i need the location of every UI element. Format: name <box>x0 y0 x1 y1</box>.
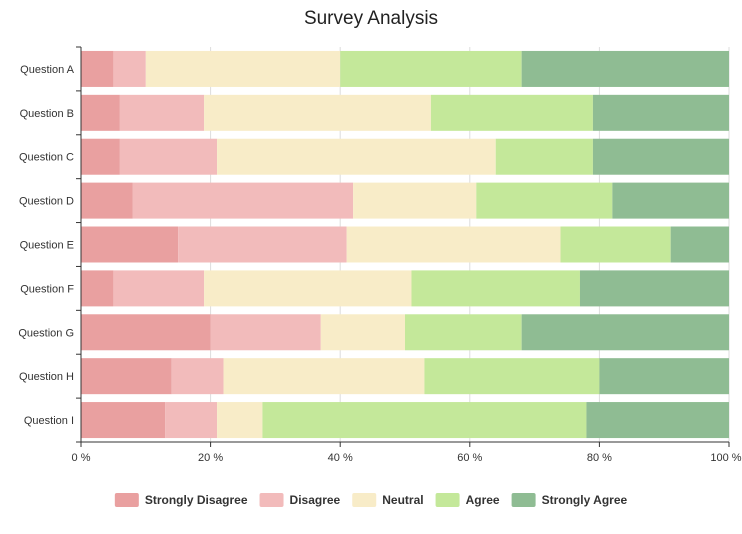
bar-3-5[interactable] <box>592 138 729 175</box>
bar-2-1[interactable] <box>81 94 120 131</box>
x-tick-label: 40 % <box>328 452 353 464</box>
category-label: Question A <box>20 64 74 76</box>
bar-7-5[interactable] <box>521 314 729 351</box>
bar-6-2[interactable] <box>113 270 205 307</box>
legend-label: Strongly Agree <box>542 493 628 507</box>
bar-8-5[interactable] <box>599 358 729 395</box>
bar-6-5[interactable] <box>579 270 729 307</box>
bar-6-1[interactable] <box>81 270 114 307</box>
legend-item-1[interactable]: Strongly Disagree <box>114 493 248 507</box>
bar-2-3[interactable] <box>204 94 431 131</box>
bar-4-4[interactable] <box>476 182 613 219</box>
x-tick-label: 80 % <box>587 452 612 464</box>
bar-5-1[interactable] <box>81 226 179 263</box>
bar-2-4[interactable] <box>430 94 593 131</box>
bar-5-3[interactable] <box>346 226 561 263</box>
bar-9-2[interactable] <box>165 402 218 439</box>
bar-3-1[interactable] <box>81 138 120 175</box>
bar-4-5[interactable] <box>612 182 729 219</box>
bar-3-3[interactable] <box>217 138 496 175</box>
chart-title: Survey Analysis <box>303 8 439 29</box>
bar-1-1[interactable] <box>81 50 114 87</box>
bars-layer <box>81 50 729 439</box>
legend-item-2[interactable]: Disagree <box>259 493 341 507</box>
legend-layer: Strongly Disagree Disagree Neutral Agree Str… <box>114 493 628 507</box>
bar-1-2[interactable] <box>113 50 146 87</box>
bar-9-5[interactable] <box>586 402 729 439</box>
bar-3-2[interactable] <box>119 138 218 175</box>
bar-4-3[interactable] <box>353 182 477 219</box>
bar-7-4[interactable] <box>405 314 522 351</box>
legend-item-5[interactable]: Strongly Agree <box>511 493 628 507</box>
bar-2-2[interactable] <box>119 94 205 131</box>
x-tick-label: 100 % <box>710 452 741 464</box>
bar-1-4[interactable] <box>340 50 522 87</box>
legend-item-4[interactable]: Agree <box>435 493 500 507</box>
category-label: Question B <box>20 108 74 120</box>
bar-1-5[interactable] <box>521 50 729 87</box>
bar-8-3[interactable] <box>223 358 425 395</box>
legend-label: Disagree <box>290 493 341 507</box>
legend-swatch <box>352 493 377 507</box>
category-label: Question E <box>20 240 74 252</box>
legend-swatch <box>114 493 139 507</box>
legend-swatch <box>259 493 284 507</box>
bar-3-4[interactable] <box>495 138 593 175</box>
legend-swatch <box>511 493 536 507</box>
axis-layer: Question A Question B Question C Question D… <box>18 46 742 464</box>
bar-9-4[interactable] <box>262 402 587 439</box>
category-label: Question F <box>20 283 74 295</box>
bar-5-5[interactable] <box>670 226 729 263</box>
category-label: Question G <box>18 327 74 339</box>
legend-label: Strongly Disagree <box>145 493 248 507</box>
bar-8-2[interactable] <box>171 358 224 395</box>
category-label: Question H <box>19 371 74 383</box>
category-label: Question D <box>19 196 74 208</box>
bar-9-3[interactable] <box>217 402 263 439</box>
bar-5-4[interactable] <box>560 226 671 263</box>
category-label: Question I <box>24 415 74 427</box>
legend-item-3[interactable]: Neutral <box>352 493 424 507</box>
category-label: Question C <box>19 152 74 164</box>
bar-7-2[interactable] <box>210 314 321 351</box>
legend-label: Agree <box>466 493 500 507</box>
legend-swatch <box>435 493 460 507</box>
bar-2-5[interactable] <box>592 94 729 131</box>
bar-1-3[interactable] <box>145 50 341 87</box>
bar-6-4[interactable] <box>411 270 580 307</box>
x-tick-label: 60 % <box>457 452 482 464</box>
bar-7-3[interactable] <box>320 314 405 351</box>
bar-8-4[interactable] <box>424 358 600 395</box>
bar-9-1[interactable] <box>81 402 166 439</box>
bar-4-2[interactable] <box>132 182 354 219</box>
bar-6-3[interactable] <box>204 270 412 307</box>
x-tick-label: 0 % <box>72 452 91 464</box>
legend-label: Neutral <box>382 493 423 507</box>
bar-5-2[interactable] <box>178 226 347 263</box>
bar-8-1[interactable] <box>81 358 172 395</box>
bar-7-1[interactable] <box>81 314 211 351</box>
bar-4-1[interactable] <box>81 182 133 219</box>
x-tick-label: 20 % <box>198 452 223 464</box>
